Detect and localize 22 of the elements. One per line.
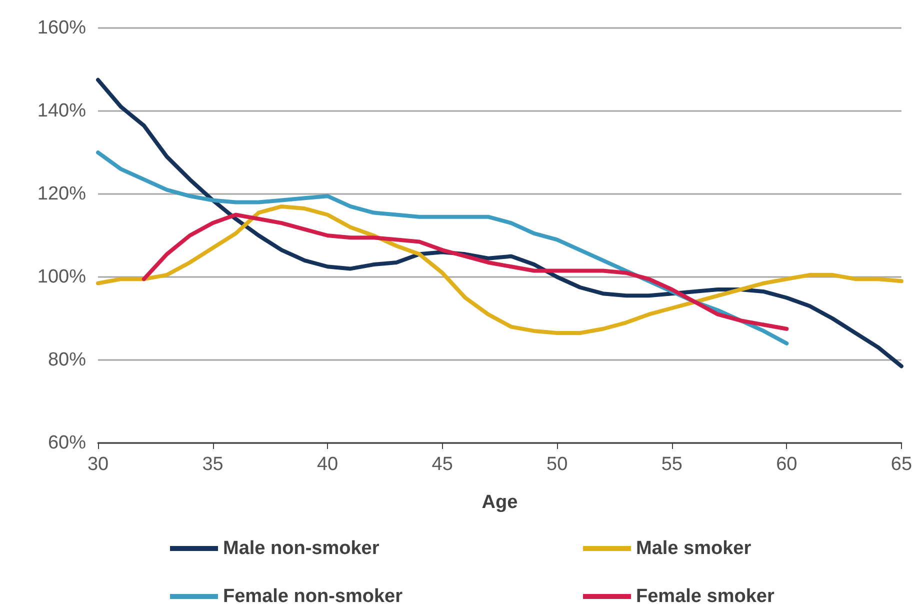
line-series: [96, 204, 904, 336]
y-tick-label: 60%: [48, 432, 86, 454]
legend-label: Male non-smoker: [223, 538, 380, 559]
legend-label: Female non-smoker: [223, 586, 404, 606]
x-tick-label: 60: [776, 454, 798, 475]
x-tick-label: 55: [661, 454, 682, 475]
x-tick-label: 45: [432, 454, 453, 475]
line-series: [142, 212, 789, 331]
y-tick-label: 120%: [37, 184, 86, 204]
y-tick-label: 100%: [37, 266, 86, 288]
line-series: [96, 78, 904, 368]
x-axis-title: Age: [482, 492, 518, 513]
legend-label: Male smoker: [636, 538, 752, 559]
legend-label: Female smoker: [636, 586, 775, 606]
x-tick-label: 30: [87, 454, 109, 475]
x-tick-label: 35: [202, 454, 224, 475]
x-tick-label: 50: [546, 454, 568, 475]
y-tick-label: 140%: [37, 100, 86, 122]
y-tick-label: 160%: [37, 18, 86, 38]
y-tick-label: 80%: [48, 350, 86, 370]
x-tick-label: 40: [316, 454, 338, 475]
x-tick-label: 65: [890, 454, 912, 475]
